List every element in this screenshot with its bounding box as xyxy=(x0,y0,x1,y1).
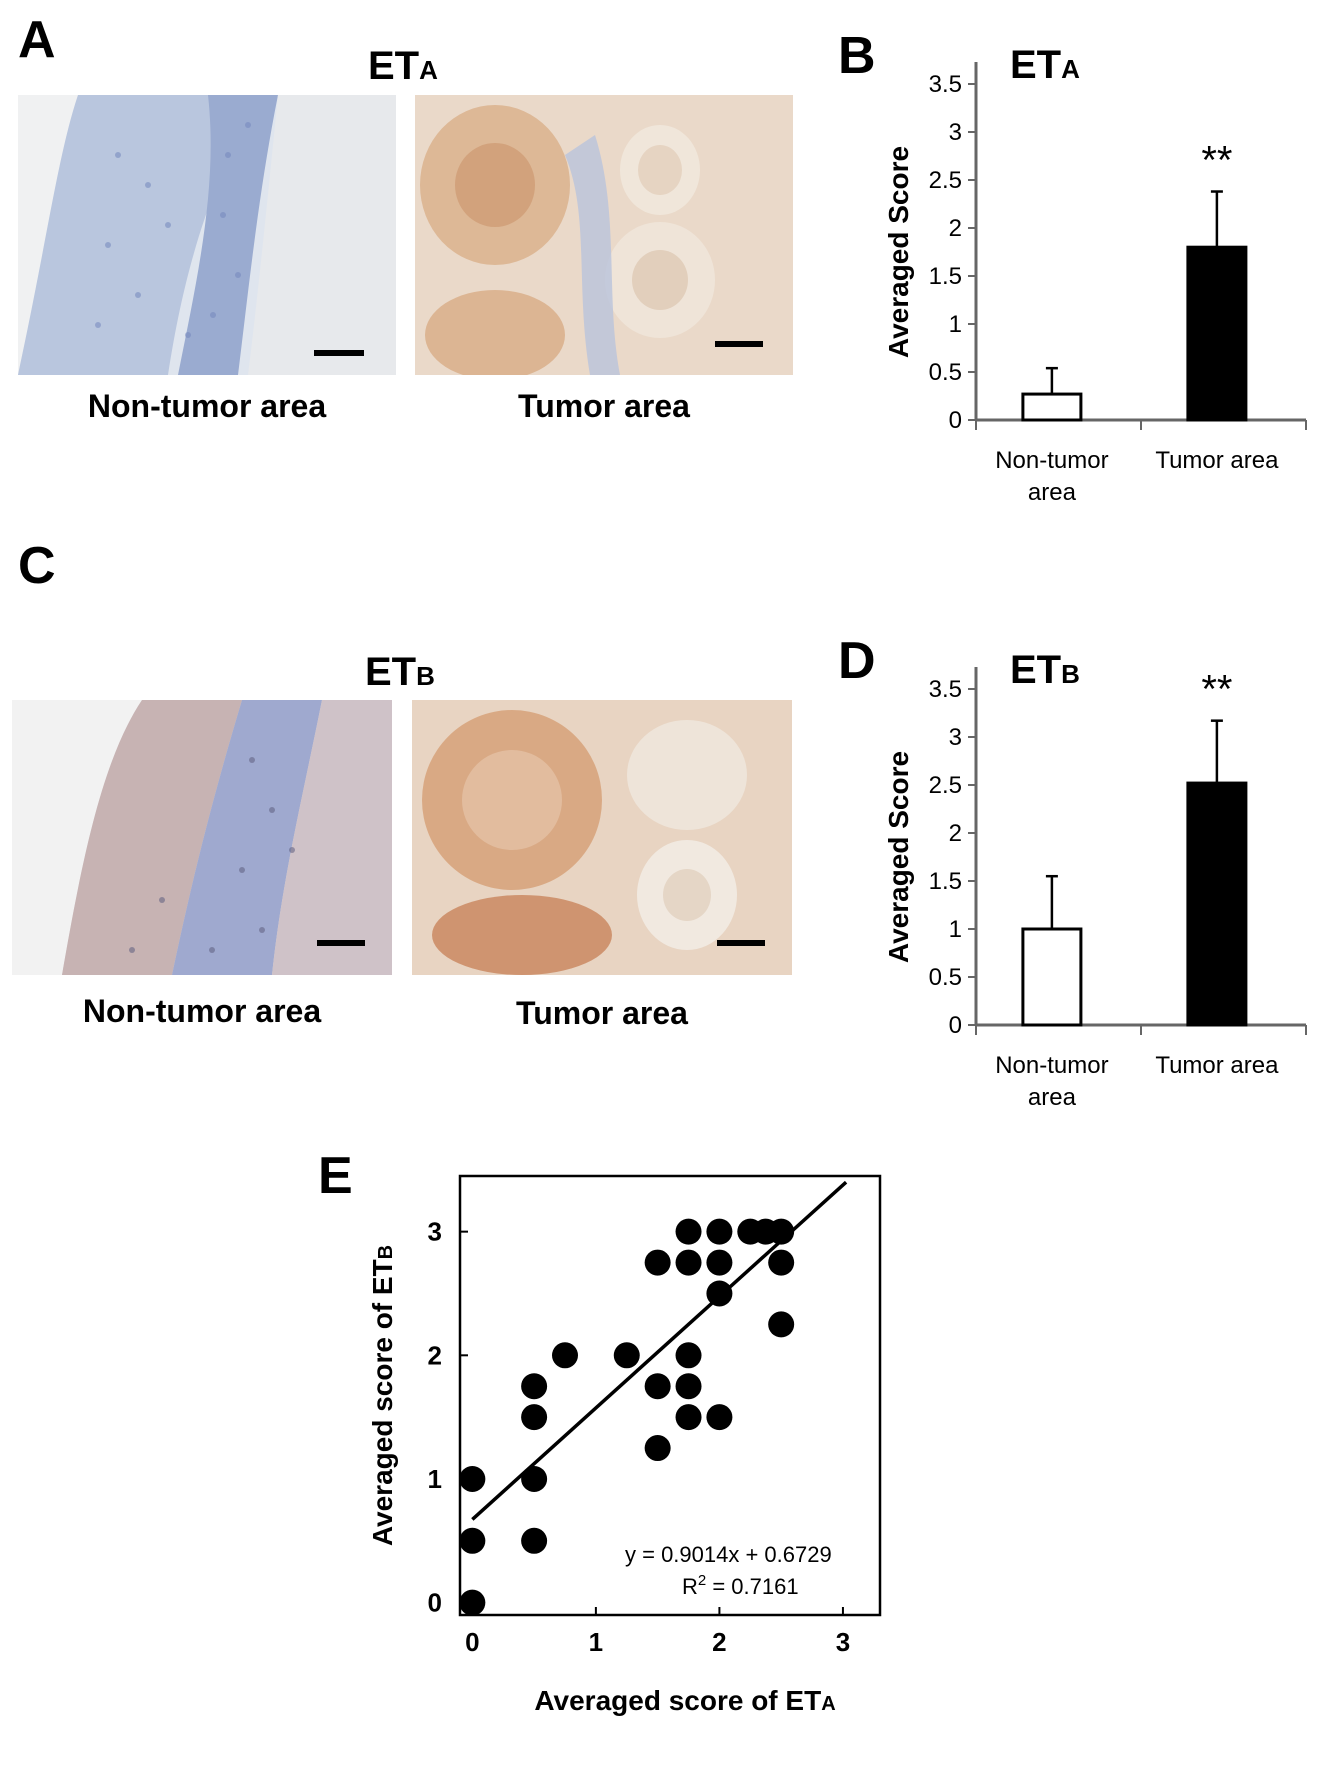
y-tick-label: 1 xyxy=(949,311,962,338)
caption-c-left: Non-tumor area xyxy=(82,993,322,1029)
micrograph-tumor-eta xyxy=(415,95,793,375)
data-point xyxy=(644,1373,671,1400)
plot-frame xyxy=(458,1174,882,1617)
panel-letter-c: C xyxy=(18,537,56,595)
panel-letter-e: E xyxy=(318,1147,353,1205)
bar xyxy=(1021,927,1083,1027)
y-axis-label: Averaged score of ETB xyxy=(367,1245,398,1546)
data-point xyxy=(644,1435,671,1462)
y-tick-label: 0 xyxy=(949,407,962,434)
data-point xyxy=(675,1373,702,1400)
x-tick-label: Non-tumor xyxy=(995,447,1108,474)
bar xyxy=(1186,245,1248,422)
panel-c-receptor-title: ETB xyxy=(365,652,435,692)
panel-a-receptor-title: ETA xyxy=(368,46,438,86)
receptor-main: ET xyxy=(368,44,420,88)
data-point xyxy=(768,1311,795,1338)
x-tick-label: 0 xyxy=(465,1627,479,1657)
y-tick-label: 3 xyxy=(428,1217,442,1247)
y-tick-label: 2.5 xyxy=(929,772,962,799)
y-tick-label: 1.5 xyxy=(929,263,962,290)
r-squared-label: R2 = 0.7161 xyxy=(682,1572,799,1599)
y-tick-label: 3 xyxy=(949,724,962,751)
receptor-sub: A xyxy=(419,55,438,85)
y-tick-label: 0.5 xyxy=(929,964,962,991)
y-axis-label: Averaged Score xyxy=(883,751,914,963)
data-point xyxy=(459,1589,486,1616)
x-tick-label: Tumor area xyxy=(1155,447,1279,474)
data-point xyxy=(552,1342,578,1369)
x-tick-label: 1 xyxy=(589,1627,603,1657)
data-point xyxy=(768,1249,795,1276)
data-point xyxy=(675,1218,702,1245)
y-tick-label: 3 xyxy=(949,119,962,146)
scatter-plot-eta-vs-etb: 0 1 2 3 0 1 2 3 y = 0.9014x + 0.6729 R2 = 0.7161 A… xyxy=(367,1174,882,1716)
x-tick-label: 2 xyxy=(712,1627,726,1657)
bar xyxy=(1186,781,1248,1027)
data-point xyxy=(521,1373,548,1400)
y-tick-label: 3.5 xyxy=(929,71,962,98)
data-point xyxy=(675,1342,702,1369)
data-point xyxy=(675,1249,702,1276)
bar-chart-etb: ETB 0 0.5 1 1.5 2 2.5 3 3.5 Averaged Score Non-tum… xyxy=(883,648,1307,1111)
y-tick-label: 0 xyxy=(949,1012,962,1039)
y-tick-label: 1.5 xyxy=(929,868,962,895)
caption-c-right: Tumor area xyxy=(516,995,688,1031)
y-axis-label: Averaged Score xyxy=(883,146,914,358)
y-tick-label: 0 xyxy=(428,1588,442,1618)
chart-title: ETB xyxy=(1010,648,1080,692)
y-tick-label: 0.5 xyxy=(929,359,962,386)
data-point xyxy=(613,1342,640,1369)
data-point xyxy=(521,1404,548,1431)
trendline-equation: y = 0.9014x + 0.6729 xyxy=(625,1542,832,1567)
chart-title: ETA xyxy=(1010,43,1080,87)
x-tick-label: Tumor area xyxy=(1155,1052,1279,1079)
x-tick-label: area xyxy=(1028,1084,1077,1111)
micrograph-non-tumor-eta xyxy=(18,95,396,375)
panel-letter-a: A xyxy=(18,11,56,69)
y-tick-label: 3.5 xyxy=(929,676,962,703)
y-tick-label: 2 xyxy=(428,1340,442,1370)
data-point xyxy=(459,1465,486,1492)
caption-a-right: Tumor area xyxy=(518,388,690,424)
x-tick-label: area xyxy=(1028,479,1077,506)
bar xyxy=(1021,392,1083,422)
y-tick-label: 2.5 xyxy=(929,167,962,194)
panel-letter-d: D xyxy=(838,632,876,690)
micrograph-non-tumor-etb xyxy=(12,700,392,975)
data-point xyxy=(706,1280,733,1307)
panel-letter-b: B xyxy=(838,27,876,85)
caption-a-left: Non-tumor area xyxy=(87,388,327,424)
x-tick-label: 3 xyxy=(836,1627,850,1657)
y-tick-label: 2 xyxy=(949,820,962,847)
data-point xyxy=(521,1527,548,1554)
y-tick-label: 1 xyxy=(428,1464,442,1494)
y-tick-label: 2 xyxy=(949,215,962,242)
significance-marker: ** xyxy=(1201,139,1232,183)
x-axis-label: Averaged score of ETA xyxy=(534,1685,835,1716)
data-point xyxy=(521,1465,548,1492)
data-point xyxy=(706,1249,733,1276)
significance-marker: ** xyxy=(1201,668,1232,712)
data-point xyxy=(459,1527,486,1554)
x-tick-label: Non-tumor xyxy=(995,1052,1108,1079)
data-point xyxy=(675,1404,702,1431)
bar-chart-eta: ETA 0 0.5 1 1.5 2 2.5 3 3.5 Averaged Score Non-tum… xyxy=(883,43,1307,506)
data-point xyxy=(768,1218,795,1245)
receptor-sub: B xyxy=(416,661,435,691)
data-point xyxy=(644,1249,671,1276)
y-tick-label: 1 xyxy=(949,916,962,943)
data-point xyxy=(706,1404,733,1431)
data-point xyxy=(706,1218,733,1245)
micrograph-tumor-etb xyxy=(412,700,792,975)
receptor-main: ET xyxy=(365,650,417,694)
